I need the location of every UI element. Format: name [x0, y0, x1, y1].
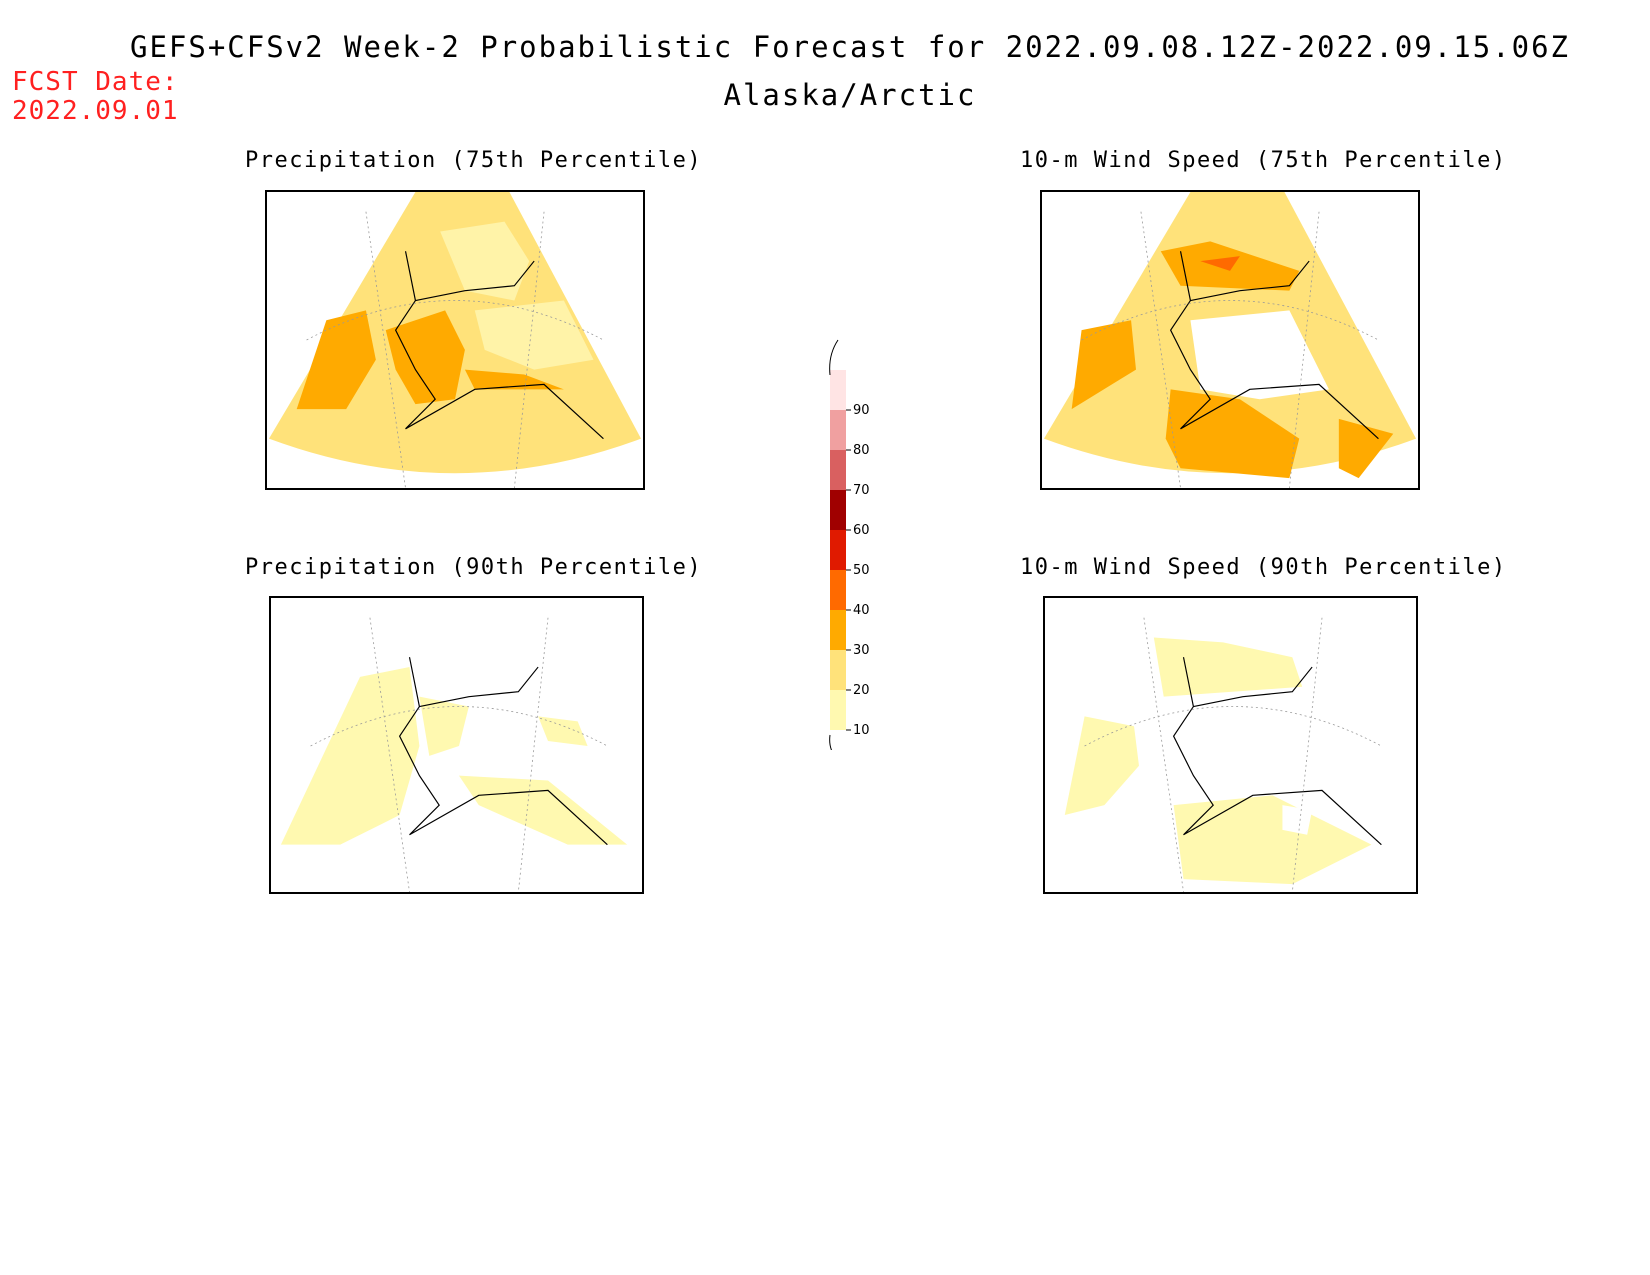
panel-title-precip-90: Precipitation (90th Percentile): [245, 555, 703, 580]
panel-title-wind-90: 10-m Wind Speed (90th Percentile): [1020, 555, 1507, 580]
colorbar-tick-label: 30: [853, 643, 870, 658]
colorbar-swatch: [830, 450, 846, 490]
fcst-label: FCST Date:: [12, 67, 179, 97]
map-wind-75: [1040, 190, 1420, 490]
colorbar-swatch: [830, 570, 846, 610]
fcst-date: 2022.09.01: [12, 96, 179, 126]
colorbar-swatch: [830, 650, 846, 690]
colorbar-tick-label: 90: [853, 403, 870, 418]
colorbar-swatch: [830, 410, 846, 450]
colorbar-swatch: [830, 490, 846, 530]
panel-title-wind-75: 10-m Wind Speed (75th Percentile): [1020, 148, 1507, 173]
main-title: GEFS+CFSv2 Week-2 Probabilistic Forecast…: [129, 30, 1570, 64]
map-wind-90: [1043, 596, 1418, 894]
panel-title-precip-75: Precipitation (75th Percentile): [245, 148, 703, 173]
colorbar-swatch: [830, 690, 846, 730]
map-precip-75: [265, 190, 645, 490]
colorbar-tick-label: 10: [853, 723, 870, 738]
map-precip-90: [269, 596, 644, 894]
colorbar-swatch: [830, 370, 846, 410]
colorbar-tick-label: 80: [853, 443, 870, 458]
colorbar-swatch: [830, 610, 846, 650]
colorbar: 10 20 30 40 50 60 70 80 90: [829, 339, 870, 750]
subtitle: Alaska/Arctic: [723, 78, 977, 112]
colorbar-tick-label: 60: [853, 523, 870, 538]
colorbar-tick-label: 70: [853, 483, 870, 498]
forecast-date-label: FCST Date: 2022.09.01: [12, 68, 179, 126]
colorbar-tick-label: 50: [853, 563, 870, 578]
colorbar-swatch: [830, 530, 846, 570]
colorbar-tick-label: 40: [853, 603, 870, 618]
colorbar-tick-label: 20: [853, 683, 870, 698]
